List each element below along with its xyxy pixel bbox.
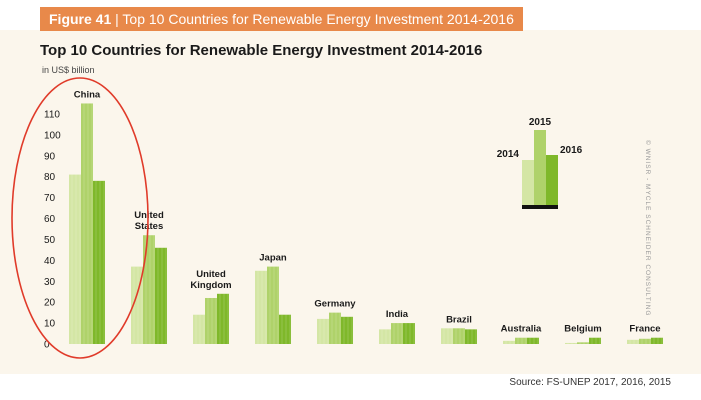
y-tick-label-90: 90 xyxy=(44,151,56,162)
legend-label-2016: 2016 xyxy=(560,145,583,156)
category-label-united-states: United States xyxy=(134,210,164,232)
y-tick-label-110: 110 xyxy=(44,109,60,120)
category-label-belgium: Belgium xyxy=(564,324,601,335)
bar-united-kingdom-2015 xyxy=(205,297,217,344)
category-label-japan: Japan xyxy=(259,253,287,264)
bar-australia-2016 xyxy=(527,337,539,344)
banner-separator: | xyxy=(111,11,123,27)
bar-china-2015 xyxy=(81,103,93,344)
y-axis-unit-label: in US$ billion xyxy=(42,65,95,75)
category-label-china: China xyxy=(74,89,101,100)
source-note: Source: FS-UNEP 2017, 2016, 2015 xyxy=(509,377,671,388)
bar-brazil-2016 xyxy=(465,329,477,344)
bar-united-kingdom-2016 xyxy=(217,293,229,344)
legend-bar-2015 xyxy=(534,130,546,205)
legend-baseline xyxy=(522,205,558,209)
banner-title: Top 10 Countries for Renewable Energy In… xyxy=(122,11,514,27)
china-highlight-ellipse xyxy=(11,77,149,359)
bar-united-states-2016 xyxy=(155,247,167,344)
bar-united-states-2015 xyxy=(143,235,155,344)
category-label-australia: Australia xyxy=(501,324,542,335)
y-tick-label-0: 0 xyxy=(44,340,50,351)
bar-united-kingdom-2014 xyxy=(193,314,205,344)
figure-number: Figure 41 xyxy=(49,11,112,27)
bar-france-2015 xyxy=(639,338,651,344)
category-label-brazil: Brazil xyxy=(446,314,472,325)
y-tick-label-40: 40 xyxy=(44,256,56,267)
legend-label-2014: 2014 xyxy=(497,149,520,160)
bar-japan-2016 xyxy=(279,314,291,344)
y-tick-label-80: 80 xyxy=(44,172,56,183)
category-label-france: France xyxy=(629,324,660,335)
category-label-germany: Germany xyxy=(314,299,356,310)
bar-brazil-2014 xyxy=(441,328,453,344)
category-label-united-kingdom: United Kingdom xyxy=(190,269,231,291)
bar-china-2016 xyxy=(93,180,105,344)
bar-india-2016 xyxy=(403,323,415,344)
bar-india-2015 xyxy=(391,323,403,344)
bar-belgium-2016 xyxy=(589,337,601,344)
chart-panel xyxy=(0,30,701,374)
bar-france-2014 xyxy=(627,339,639,344)
y-tick-label-50: 50 xyxy=(44,235,56,246)
chart-title: Top 10 Countries for Renewable Energy In… xyxy=(40,42,483,59)
legend-bar-2014 xyxy=(522,160,534,205)
y-tick-label-60: 60 xyxy=(44,214,56,225)
copyright-credit: © WNISR - MYCLE SCHNEIDER CONSULTING xyxy=(644,140,651,317)
bar-australia-2014 xyxy=(503,340,515,344)
bar-india-2014 xyxy=(379,329,391,344)
bar-japan-2015 xyxy=(267,266,279,344)
category-label-india: India xyxy=(386,309,409,320)
y-tick-label-70: 70 xyxy=(44,193,56,204)
bar-germany-2015 xyxy=(329,312,341,344)
legend-bar-2016 xyxy=(546,155,558,205)
bar-belgium-2014 xyxy=(565,342,577,344)
bar-belgium-2015 xyxy=(577,342,589,344)
y-tick-label-30: 30 xyxy=(44,277,56,288)
y-tick-label-20: 20 xyxy=(44,298,56,309)
bar-china-2014 xyxy=(69,174,81,344)
y-tick-label-10: 10 xyxy=(44,319,56,330)
bar-australia-2015 xyxy=(515,337,527,344)
bar-japan-2014 xyxy=(255,270,267,344)
bar-germany-2014 xyxy=(317,318,329,344)
bar-germany-2016 xyxy=(341,316,353,344)
bar-france-2016 xyxy=(651,337,663,344)
bar-brazil-2015 xyxy=(453,328,465,344)
y-tick-label-100: 100 xyxy=(44,130,61,141)
legend-label-2015: 2015 xyxy=(529,117,552,128)
figure-banner: Figure 41 | Top 10 Countries for Renewab… xyxy=(40,7,523,31)
